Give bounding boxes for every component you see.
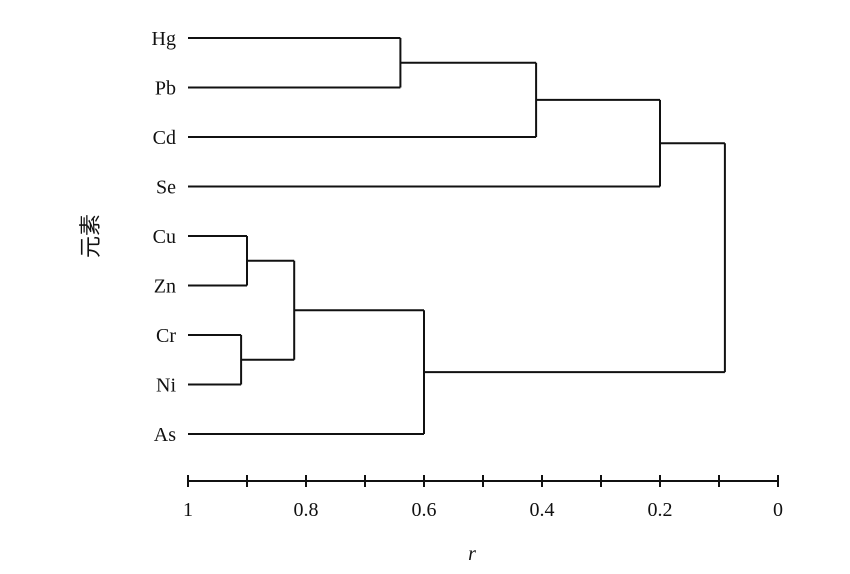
leaf-label-cd: Cd [153, 127, 176, 149]
x-tick-label: 1 [183, 499, 193, 521]
x-axis-title: r [468, 543, 476, 565]
x-tick-label: 0.2 [648, 499, 673, 521]
leaf-label-zn: Zn [154, 276, 176, 298]
x-tick-label: 0.6 [412, 499, 437, 521]
x-axis: 1 0.8 0.6 0.4 0.2 0 [183, 475, 783, 521]
x-tick-label: 0.4 [530, 499, 555, 521]
leaf-label-ni: Ni [156, 375, 176, 397]
leaf-label-se: Se [156, 177, 176, 199]
leaf-label-pb: Pb [155, 78, 176, 100]
leaf-label-cr: Cr [156, 325, 176, 347]
x-tick-label: 0 [773, 499, 783, 521]
leaf-label-cu: Cu [153, 226, 176, 248]
dendrogram-branches [188, 37, 726, 435]
leaf-labels: Hg Pb Cd Se Cu Zn Cr Ni As [152, 28, 177, 446]
x-tick-label: 0.8 [294, 499, 319, 521]
leaf-label-as: As [154, 424, 176, 446]
y-axis-title: 元素 [79, 214, 104, 258]
leaf-label-hg: Hg [152, 28, 176, 50]
